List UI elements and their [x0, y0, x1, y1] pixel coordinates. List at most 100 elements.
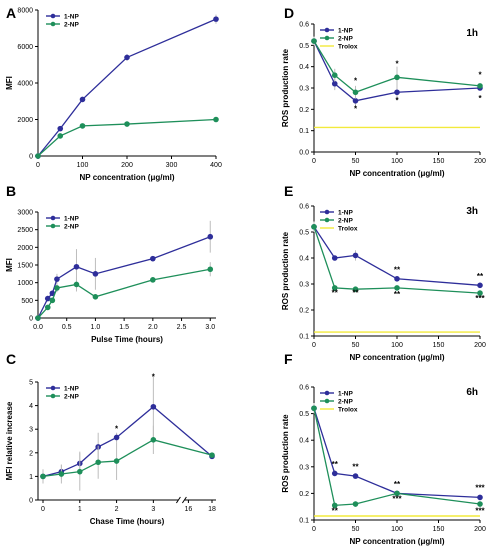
y-axis-label: MFI: [5, 76, 14, 90]
data-point: [44, 304, 51, 311]
legend: 1-NP2-NP: [46, 385, 79, 400]
significance-marker: *: [152, 373, 156, 382]
y-tick-label: 0.2: [299, 491, 309, 498]
x-tick-label: 0.0: [33, 324, 43, 331]
x-tick-label: 1.0: [91, 324, 101, 331]
data-point: [73, 281, 80, 288]
data-point: [209, 452, 215, 458]
y-tick-label: 3: [29, 427, 33, 434]
x-tick-label: 0: [312, 158, 316, 165]
x-tick-label: 100: [77, 162, 89, 169]
x-tick-label: 1.5: [119, 324, 129, 331]
y-tick-label: 0: [29, 154, 33, 161]
panel-letter: D: [284, 5, 294, 21]
x-tick-label: 100: [391, 158, 403, 165]
data-point: [150, 403, 157, 410]
data-point: [477, 494, 483, 501]
y-tick-label: 4: [29, 403, 33, 410]
data-point: [394, 490, 400, 497]
significance-marker: **: [394, 480, 401, 489]
time-label: 3h: [466, 206, 478, 217]
y-tick-label: 0.2: [299, 107, 309, 114]
chart-panel-b: 0 500 1000 1500 2000 2500 3000 0.0 0.5 1.0 1.5 2.0 2…: [5, 183, 216, 344]
legend-marker: [324, 398, 330, 404]
y-tick-label: 2000: [17, 117, 33, 124]
x-tick-label: 50: [352, 526, 360, 533]
chart-panel-d: 0.0 0.1 0.2 0.3 0.4 0.5 0.6 0 50 100 150 200 NP conc…: [281, 5, 486, 178]
y-tick-label: 0.4: [299, 64, 309, 71]
axis-break-mark: [175, 496, 181, 504]
data-point: [331, 502, 338, 509]
y-tick-label: 2: [29, 450, 33, 457]
legend-label: Trolox: [338, 43, 358, 50]
x-axis-label: Chase Time (hours): [90, 517, 165, 526]
data-point: [331, 470, 338, 477]
y-tick-label: 0.3: [299, 282, 309, 289]
legend-marker: [50, 21, 56, 27]
y-tick-label: 0.4: [299, 256, 309, 263]
y-tick-label: 5: [29, 380, 33, 387]
time-label: 6h: [466, 387, 478, 398]
legend-label: 1-NP: [338, 27, 353, 34]
y-tick-label: 1: [29, 474, 33, 481]
significance-marker: **: [332, 289, 339, 298]
x-axis-label: NP concentration (μg/ml): [350, 353, 445, 362]
legend-marker: [50, 385, 56, 391]
significance-marker: ***: [475, 294, 485, 303]
panel-letter: F: [284, 351, 293, 367]
y-tick-label: 0.0: [299, 150, 309, 157]
data-point: [207, 266, 214, 273]
data-point: [76, 468, 83, 475]
data-point: [352, 286, 359, 293]
significance-marker: ***: [392, 494, 402, 503]
significance-marker: **: [477, 272, 484, 281]
y-tick-label: 0.1: [299, 518, 309, 525]
y-tick-label: 4000: [17, 81, 33, 88]
legend-label: 2-NP: [338, 398, 353, 405]
x-tick-label: 0: [36, 162, 40, 169]
data-point: [394, 276, 400, 282]
y-tick-label: 1000: [17, 280, 33, 287]
y-tick-label: 0.2: [299, 308, 309, 315]
significance-marker: ***: [475, 484, 485, 493]
x-tick-label: 200: [474, 526, 486, 533]
data-point: [331, 72, 338, 78]
x-tick-label: 150: [433, 158, 445, 165]
data-point: [54, 285, 60, 291]
series-line-2: [37, 268, 211, 319]
y-tick-label: 0: [29, 498, 33, 505]
x-tick-label: 2: [115, 506, 119, 513]
data-point: [394, 285, 400, 291]
legend-label: Trolox: [338, 406, 358, 413]
data-point: [92, 271, 99, 277]
data-point: [79, 96, 86, 103]
legend-label: 2-NP: [338, 35, 353, 42]
data-point: [58, 471, 65, 477]
x-axis-label: NP concentration (μg/ml): [350, 169, 445, 178]
data-point: [477, 282, 483, 289]
significance-marker: ***: [475, 506, 485, 515]
legend-marker: [324, 27, 330, 33]
x-axis-label: NP concentration (μg/ml): [80, 173, 175, 182]
data-point: [92, 294, 99, 300]
significance-marker: *: [354, 104, 358, 113]
data-point: [150, 277, 156, 283]
significance-marker: *: [115, 425, 119, 434]
legend-label: 1-NP: [64, 13, 79, 20]
legend-label: 2-NP: [338, 217, 353, 224]
data-point: [311, 405, 317, 412]
x-tick-label: 16: [185, 506, 193, 513]
x-tick-label: 150: [433, 526, 445, 533]
legend-label: 1-NP: [338, 209, 353, 216]
significance-marker: *: [478, 70, 482, 79]
y-tick-label: 0: [29, 316, 33, 323]
legend-label: 2-NP: [64, 393, 79, 400]
panel-letter: B: [6, 183, 16, 199]
axes: [35, 211, 216, 321]
legend-marker: [50, 393, 56, 399]
x-tick-label: 2.5: [177, 324, 187, 331]
x-tick-label: 200: [474, 158, 486, 165]
legend-label: 2-NP: [64, 21, 79, 28]
